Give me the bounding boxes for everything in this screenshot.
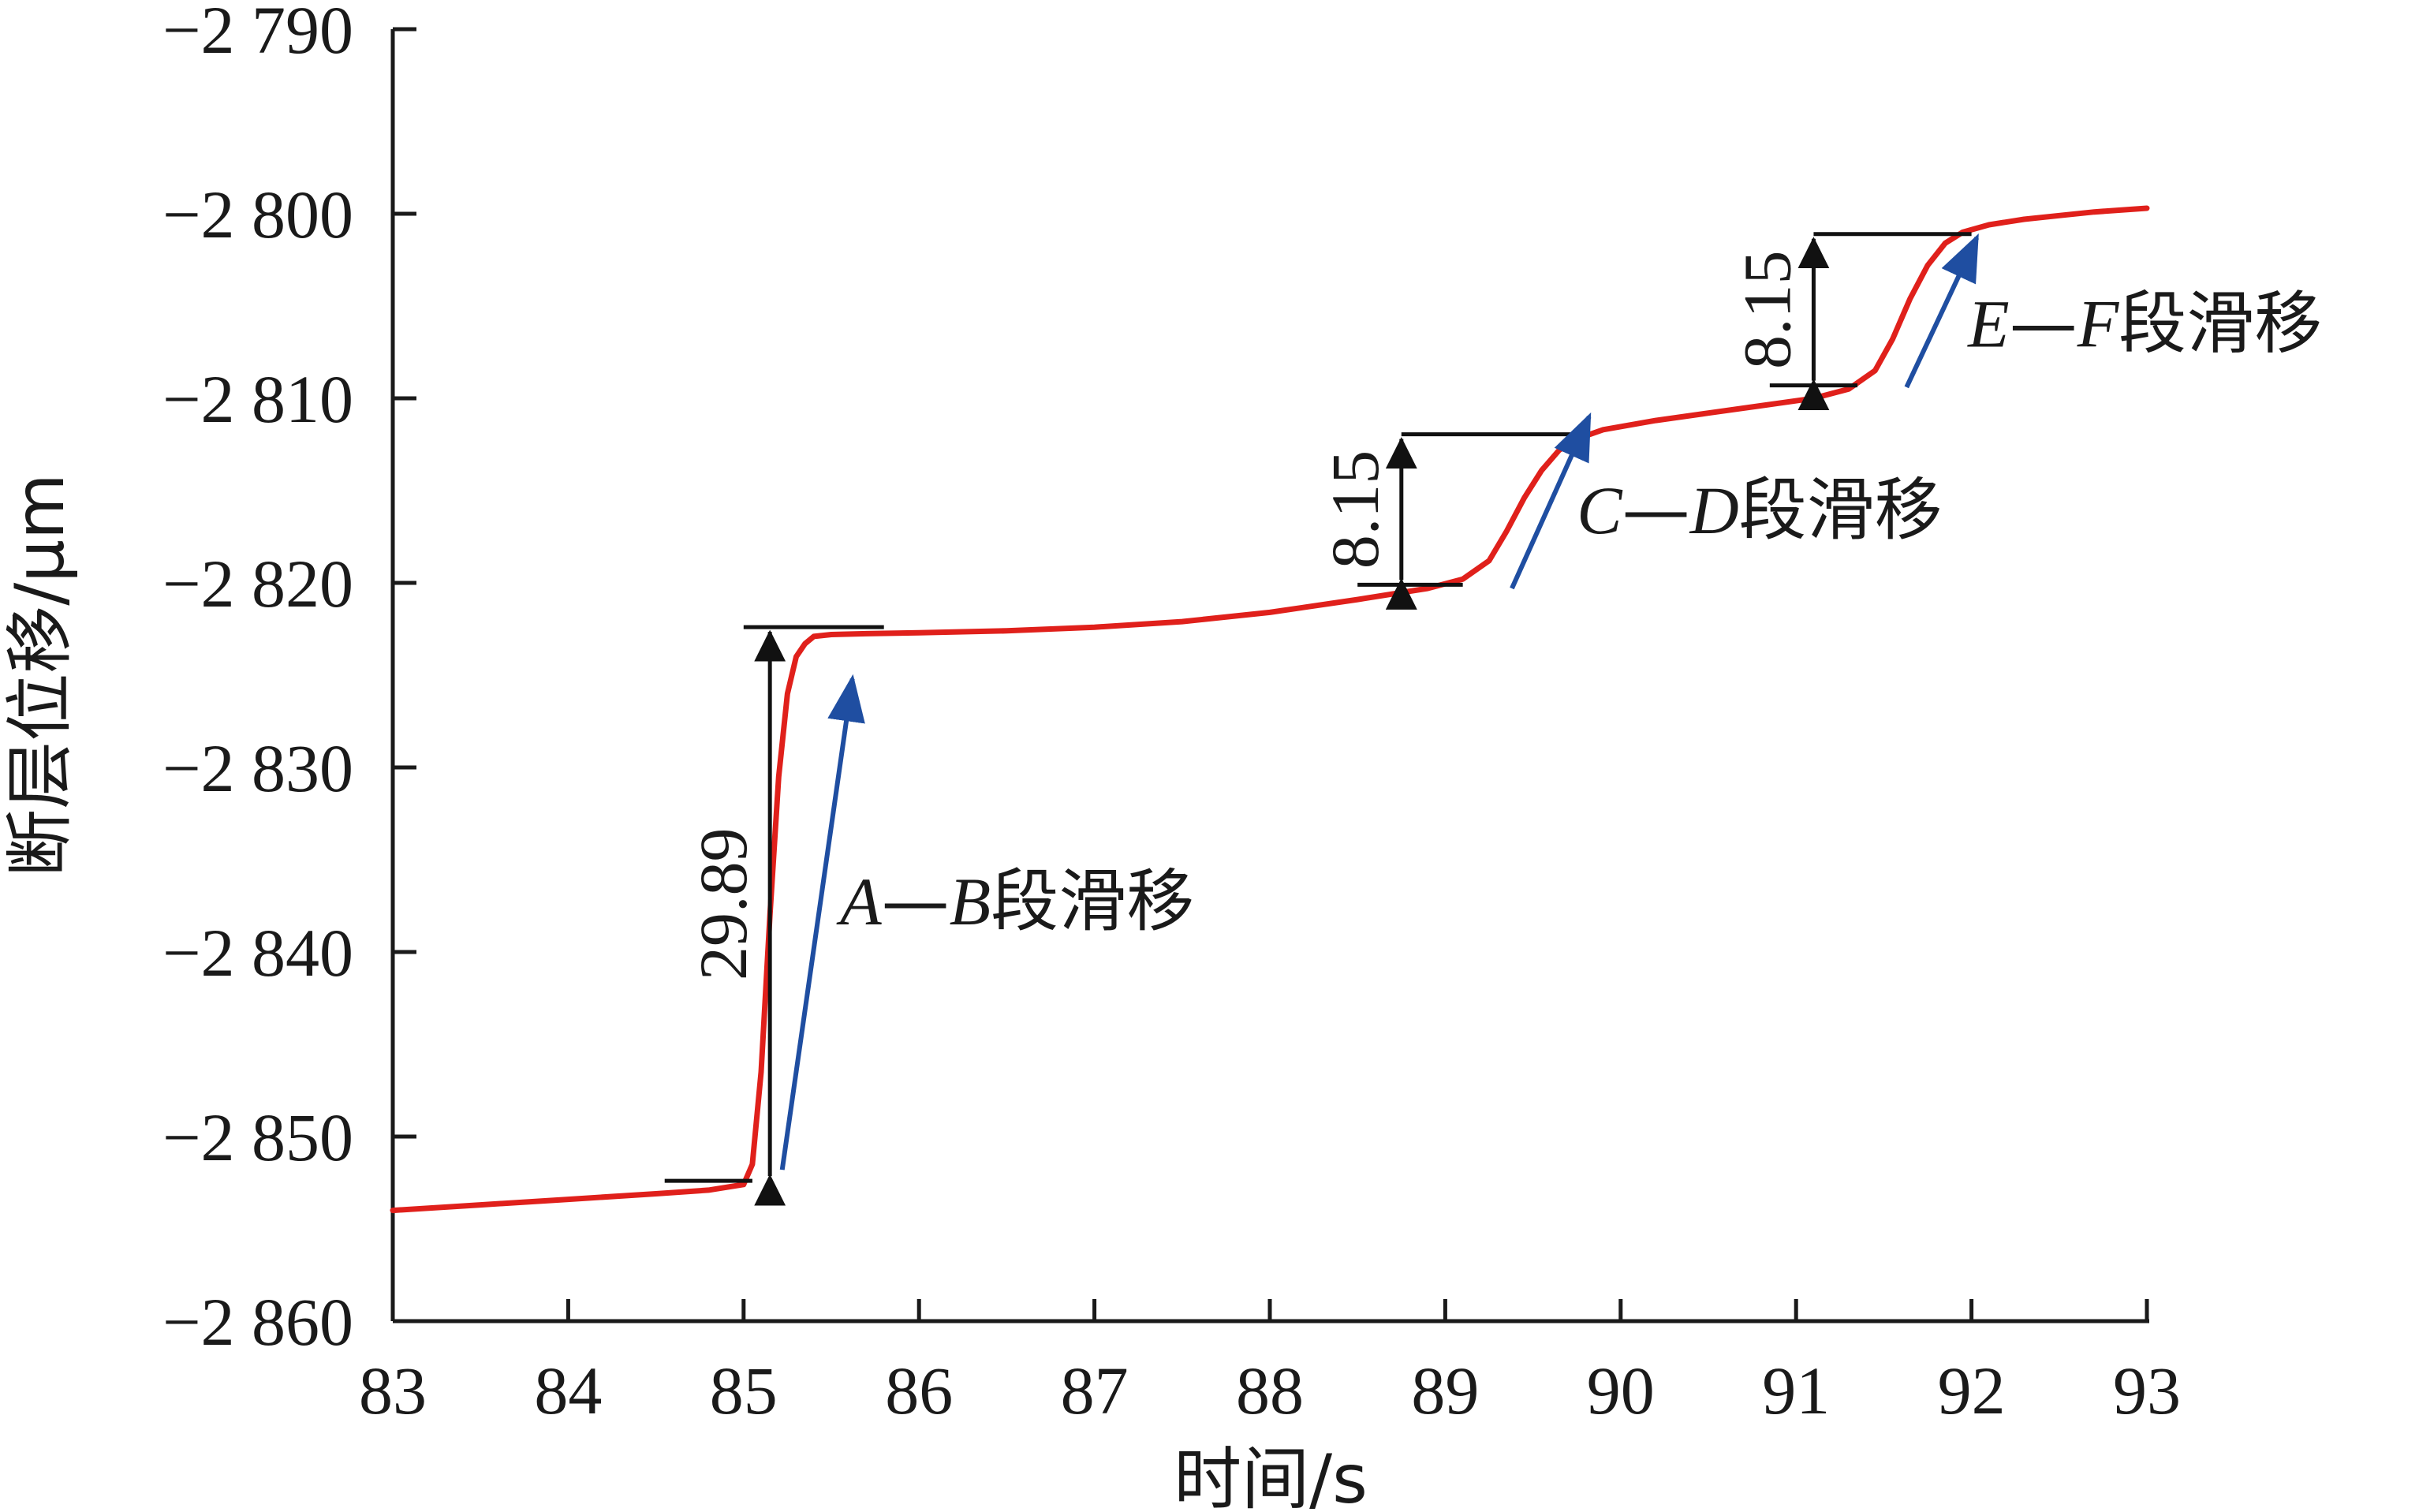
dimension-label-1: 8.15 [1317, 450, 1393, 569]
annotation-arrow-0 [779, 674, 865, 1170]
y-tick-label-7: −2 860 [162, 1284, 353, 1360]
y-tick-label-5: −2 840 [162, 915, 353, 991]
dimension-markers: 29.89 8.15 8.15 [664, 232, 1972, 1206]
y-axis-title: 断层位移/μm [1, 473, 80, 876]
annotation-arrow-2 [1904, 233, 1979, 389]
x-ticks: 83 84 85 86 87 88 89 90 91 92 93 [359, 1299, 2181, 1428]
y-tick-label-6: −2 850 [162, 1099, 353, 1175]
y-tick-label-4: −2 830 [162, 730, 353, 806]
annotation-label-0: A—B段滑移 [836, 862, 1194, 941]
dimension-label-0: 29.89 [685, 827, 761, 980]
annotation-label-2: E—F段滑移 [1966, 284, 2322, 363]
x-tick-label-2: 85 [710, 1353, 778, 1428]
x-tick-label-0: 83 [359, 1353, 427, 1428]
x-axis-title: 时间/s [1174, 1440, 1368, 1512]
annotation-text-0: 段滑移 [991, 862, 1194, 941]
y-ticks: −2 790 −2 800 −2 810 −2 820 −2 830 −2 840 −2 8… [162, 0, 416, 1360]
annotation-text-2: 段滑移 [2118, 284, 2322, 363]
x-tick-label-3: 86 [885, 1353, 953, 1428]
y-tick-label-0: −2 790 [162, 0, 353, 68]
series-line-fault-displacement [390, 205, 2150, 1214]
x-tick-label-7: 90 [1587, 1353, 1655, 1428]
annotation-label-1: C—D段滑移 [1577, 471, 1942, 550]
annotation-dash-2: — [2010, 284, 2077, 363]
x-tick-label-9: 92 [1938, 1353, 2006, 1428]
x-tick-label-6: 89 [1411, 1353, 1479, 1428]
x-tick-label-10: 93 [2113, 1353, 2181, 1428]
x-tick-label-8: 91 [1762, 1353, 1830, 1428]
annotation-arrow-1 [1510, 412, 1592, 590]
annotation-dash-0: — [882, 862, 950, 941]
x-tick-label-5: 88 [1236, 1353, 1304, 1428]
x-tick-label-4: 87 [1061, 1353, 1129, 1428]
x-tick-label-1: 84 [534, 1353, 602, 1428]
annotation-text-1: 段滑移 [1739, 471, 1943, 550]
y-tick-label-2: −2 810 [162, 361, 353, 437]
y-tick-label-1: −2 800 [162, 177, 353, 252]
dimension-label-2: 8.15 [1729, 250, 1805, 369]
annotation-dash-1: — [1622, 471, 1690, 550]
annotation-start-point-1: C [1577, 472, 1623, 548]
annotation-end-point-1: D [1689, 472, 1739, 548]
annotation-end-point-2: F [2077, 286, 2120, 361]
axes [390, 29, 2149, 1323]
y-tick-label-3: −2 820 [162, 546, 353, 622]
annotation-start-point-0: A [836, 864, 882, 939]
annotation-start-point-2: E [1966, 286, 2010, 361]
annotation-end-point-0: B [950, 864, 991, 939]
